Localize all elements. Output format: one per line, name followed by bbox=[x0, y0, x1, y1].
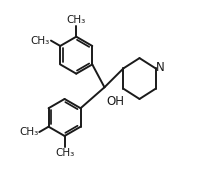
Text: CH₃: CH₃ bbox=[66, 15, 85, 25]
Text: OH: OH bbox=[106, 95, 124, 108]
Text: CH₃: CH₃ bbox=[55, 148, 74, 158]
Text: CH₃: CH₃ bbox=[19, 127, 38, 137]
Text: N: N bbox=[155, 61, 163, 74]
Text: CH₃: CH₃ bbox=[31, 36, 50, 46]
